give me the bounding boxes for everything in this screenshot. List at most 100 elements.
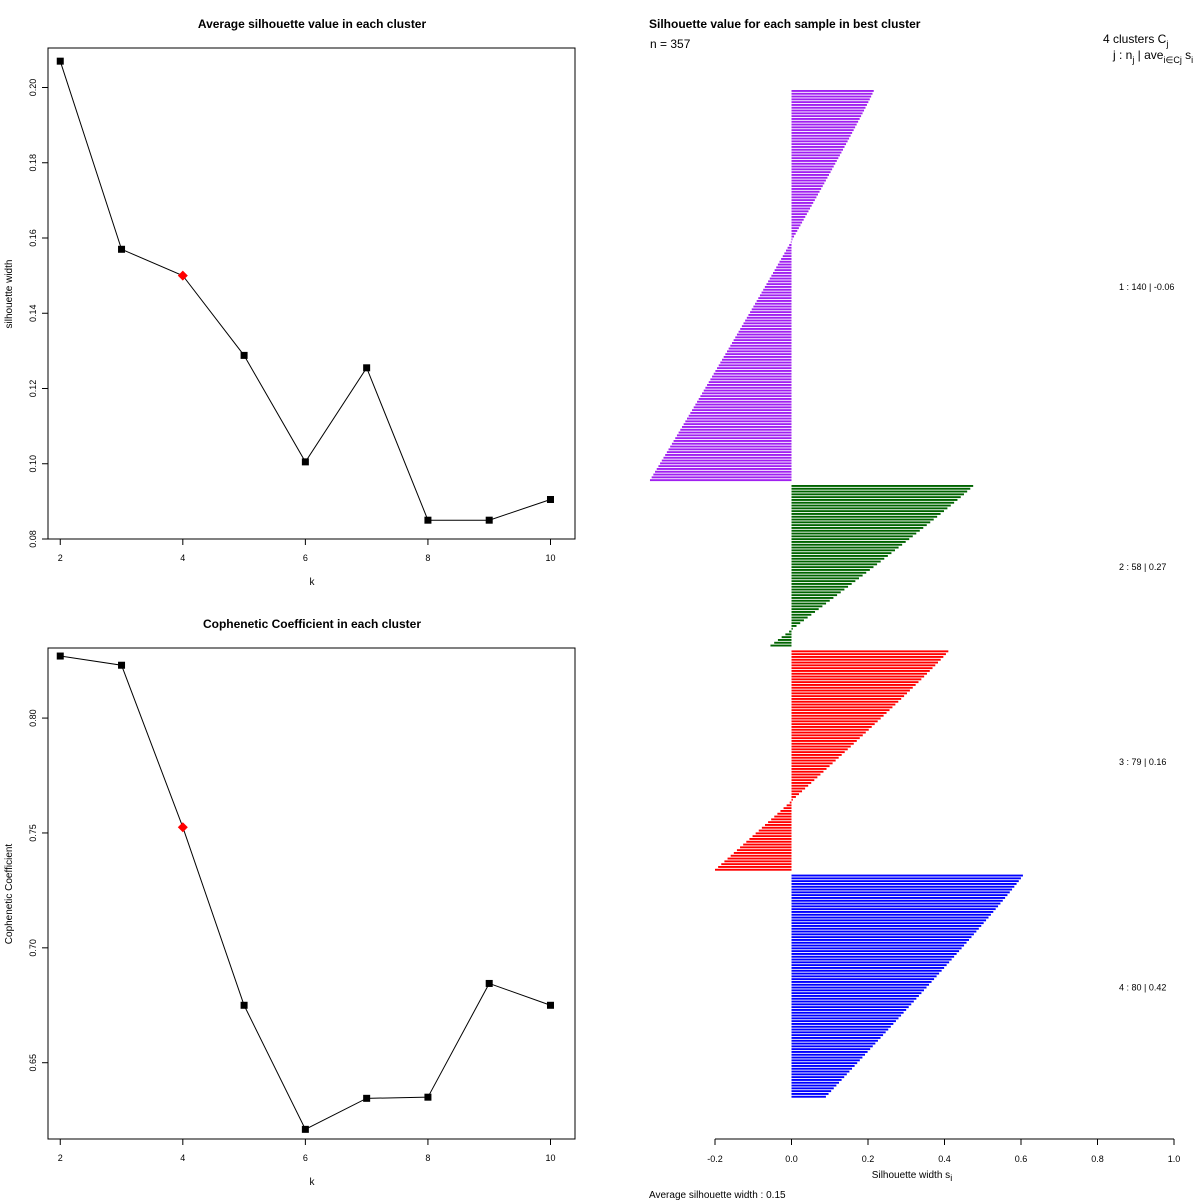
silhouette-bar <box>665 454 792 456</box>
silhouette-bar <box>785 633 792 636</box>
silhouette-bar <box>791 202 814 204</box>
silhouette-bar <box>791 941 967 944</box>
silhouette-bar <box>791 742 854 745</box>
silhouette-bar <box>791 594 838 597</box>
silhouette-bar <box>791 1073 847 1076</box>
silhouette-bar <box>791 92 873 95</box>
silhouette-bar <box>791 1090 832 1093</box>
cluster-count-header: 4 clusters Cj <box>1103 32 1168 49</box>
silhouette-bar <box>791 546 899 549</box>
silhouette-bar <box>791 515 938 518</box>
silhouette-bar <box>777 639 792 641</box>
silhouette-bar <box>791 1056 863 1059</box>
silhouette-bar <box>791 608 819 611</box>
silhouette-bar <box>791 1048 871 1051</box>
silhouette-bar <box>791 490 968 493</box>
silhouette-bar <box>791 527 924 529</box>
silhouette-bar <box>791 1020 896 1023</box>
silhouette-bar <box>791 1023 894 1025</box>
silhouette-bars <box>649 90 1023 1098</box>
silhouette-bar <box>791 874 1023 877</box>
silhouette-bar <box>791 555 888 557</box>
series-line <box>60 655 551 1131</box>
data-point <box>363 364 371 372</box>
silhouette-bar <box>791 770 824 773</box>
silhouette-bar <box>791 1079 842 1081</box>
silhouette-bar <box>791 588 845 591</box>
silhouette-bar <box>740 328 792 330</box>
silhouette-bar <box>681 426 792 428</box>
silhouette-bar <box>791 496 961 499</box>
silhouette-bar <box>791 625 797 627</box>
silhouette-bar <box>791 779 815 782</box>
silhouette-bar <box>791 787 806 790</box>
silhouette-bar <box>791 218 804 221</box>
silhouette-bar <box>791 129 854 132</box>
silhouette-bar <box>791 541 906 543</box>
y-tick-label: 0.10 <box>28 455 38 473</box>
silhouette-bar <box>791 972 940 975</box>
silhouette-bar <box>791 1039 878 1042</box>
silhouette-bar <box>791 571 867 574</box>
plot-frame <box>47 647 576 1140</box>
silhouette-bar <box>791 661 939 664</box>
silhouette-bar <box>783 807 792 810</box>
silhouette-bar <box>791 782 812 784</box>
silhouette-bar <box>791 992 922 995</box>
silhouette-bar <box>791 140 848 143</box>
silhouette-bar <box>791 518 934 521</box>
silhouette-bar <box>791 939 969 941</box>
silhouette-bar <box>791 737 860 740</box>
silhouette-bar <box>759 294 792 297</box>
silhouette-bar <box>771 818 792 821</box>
silhouette-bar <box>791 151 842 154</box>
series <box>56 652 554 1133</box>
silhouette-bar <box>791 762 833 765</box>
silhouette-bar <box>791 599 830 602</box>
silhouette-bar <box>695 403 792 406</box>
silhouette-bar <box>791 165 834 168</box>
silhouette-bar <box>705 386 792 389</box>
silhouette-bar <box>791 535 913 538</box>
silhouette-bar <box>764 286 792 288</box>
silhouette-bar <box>718 866 792 868</box>
silhouette-bar <box>761 291 792 294</box>
silhouette-bar <box>791 487 971 490</box>
y-axis: 0.08 0.10 0.12 0.14 0.16 0.18 0.20 <box>28 79 48 548</box>
x-tick-label: 2 <box>58 553 63 563</box>
silhouette-bar <box>791 507 948 510</box>
silhouette-bar <box>727 350 792 353</box>
silhouette-bar <box>791 684 916 686</box>
silhouette-bar <box>777 263 792 266</box>
silhouette-bar <box>791 577 859 580</box>
y-tick-label: 0.70 <box>28 939 38 957</box>
silhouette-bar <box>791 622 801 625</box>
data-point <box>56 652 64 660</box>
silhouette-bar <box>791 611 816 613</box>
silhouette-bar <box>791 768 827 770</box>
silhouette-bar <box>791 549 896 552</box>
y-axis-label: Cophenetic Coefficient <box>4 844 15 945</box>
silhouette-bar <box>791 619 804 622</box>
silhouette-bar <box>791 759 836 762</box>
silhouette-bar <box>791 888 1013 891</box>
silhouette-bar <box>690 412 792 414</box>
x-tick-label: 10 <box>545 1153 555 1163</box>
x-tick-label: 1.0 <box>1168 1154 1181 1164</box>
silhouette-bar <box>791 190 820 193</box>
silhouette-bar <box>710 378 792 381</box>
silhouette-bar <box>660 462 792 465</box>
x-tick-label: 2 <box>58 1153 63 1163</box>
silhouette-bar <box>791 776 818 779</box>
silhouette-bar <box>791 529 920 532</box>
silhouette-bar <box>791 964 947 967</box>
silhouette-bar <box>791 157 839 160</box>
silhouette-bar <box>791 154 840 157</box>
silhouette-bar <box>791 681 919 684</box>
silhouette-bar <box>791 563 878 566</box>
silhouette-bar <box>791 499 958 501</box>
silhouette-bar <box>791 1076 845 1079</box>
silhouette-bar <box>756 300 792 302</box>
silhouette-bar <box>791 717 881 720</box>
silhouette-bar <box>723 356 792 358</box>
